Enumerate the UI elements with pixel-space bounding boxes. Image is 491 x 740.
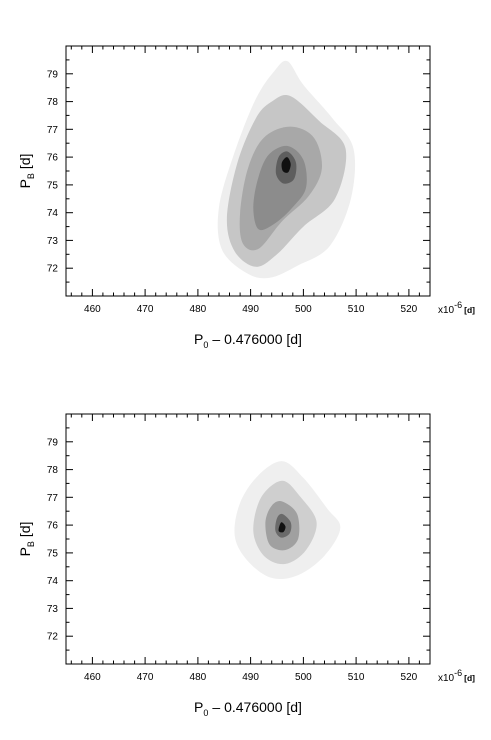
bottom-contour-panel: 460 470 480 490 500 510 520 72 73 74 75 76 77 78 79 x…: [17, 413, 475, 718]
top-contour-levels: [217, 60, 356, 279]
top-y-tick-label-72: 72: [47, 264, 59, 275]
top-y-tick-label-78: 78: [47, 97, 59, 108]
bottom-y-tick-label-77: 77: [47, 493, 59, 504]
bottom-y-tick-label-79: 79: [47, 437, 59, 448]
top-x-unit-note: x10-6 [d]: [438, 300, 475, 316]
bottom-y-tick-label-78: 78: [47, 465, 59, 476]
top-y-tick-label-74: 74: [47, 208, 59, 219]
top-x-tick-label-470: 470: [137, 304, 154, 315]
top-contour-panel: 460 470 480 490 500 510 520 72 73 74 75 76 77 78 79 x…: [17, 45, 475, 350]
top-x-tick-label-500: 500: [295, 304, 312, 315]
top-y-tick-labels: 72 73 74 75 76 77 78 79: [47, 69, 59, 274]
bottom-x-tick-label-490: 490: [242, 672, 259, 683]
top-x-tick-label-510: 510: [348, 304, 365, 315]
bottom-contour-level-5: [278, 522, 286, 533]
bottom-x-ticks: [70, 414, 431, 664]
bottom-x-tick-label-480: 480: [190, 672, 207, 683]
top-y-tick-label-77: 77: [47, 125, 59, 136]
bottom-y-tick-label-73: 73: [47, 604, 59, 615]
bottom-x-tick-labels: 460 470 480 490 500 510 520: [84, 672, 418, 683]
bottom-y-tick-labels: 72 73 74 75 76 77 78 79: [47, 437, 59, 642]
top-x-axis-label: P0– 0.476000 [d]: [194, 331, 302, 350]
bottom-y-axis-label: PB [d]: [17, 522, 36, 557]
top-contour-level-6: [281, 157, 291, 173]
bottom-x-unit-note: x10-6 [d]: [438, 668, 475, 684]
bottom-x-tick-label-460: 460: [84, 672, 101, 683]
top-y-tick-label-76: 76: [47, 153, 59, 164]
top-y-ticks: [66, 45, 430, 297]
bottom-y-tick-label-72: 72: [47, 632, 59, 643]
bottom-y-tick-label-76: 76: [47, 521, 59, 532]
top-y-tick-label-73: 73: [47, 236, 59, 247]
top-x-ticks: [70, 46, 431, 296]
top-x-tick-label-520: 520: [401, 304, 418, 315]
bottom-x-tick-label-500: 500: [295, 672, 312, 683]
bottom-y-ticks: [66, 413, 430, 665]
bottom-x-tick-label-510: 510: [348, 672, 365, 683]
top-x-tick-label-480: 480: [190, 304, 207, 315]
top-x-tick-label-490: 490: [242, 304, 259, 315]
top-y-tick-label-79: 79: [47, 69, 59, 80]
bottom-contour-levels: [234, 461, 341, 580]
top-y-axis-label: PB [d]: [17, 154, 36, 189]
bottom-y-tick-label-75: 75: [47, 548, 59, 559]
top-y-tick-label-75: 75: [47, 180, 59, 191]
top-x-tick-label-460: 460: [84, 304, 101, 315]
bottom-x-tick-label-470: 470: [137, 672, 154, 683]
bottom-x-axis-label: P0– 0.476000 [d]: [194, 699, 302, 718]
bottom-x-tick-label-520: 520: [401, 672, 418, 683]
bottom-y-tick-label-74: 74: [47, 576, 59, 587]
top-x-tick-labels: 460 470 480 490 500 510 520: [84, 304, 418, 315]
